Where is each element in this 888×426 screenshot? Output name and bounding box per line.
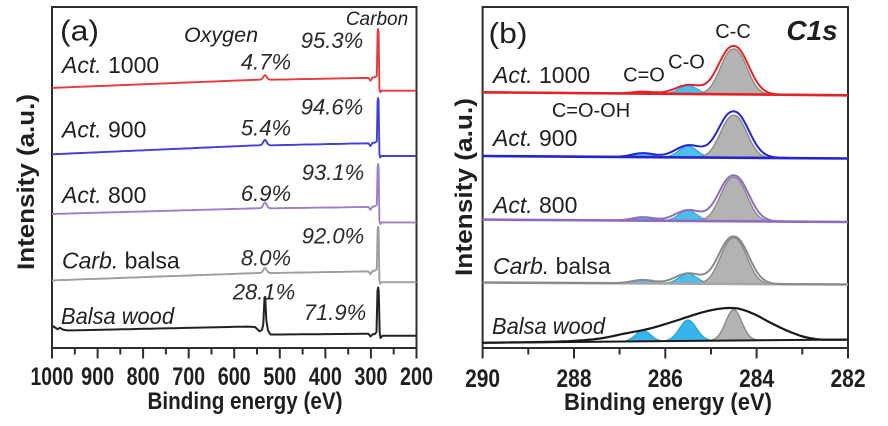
svg-text:(b): (b) <box>489 18 528 50</box>
svg-text:6.9%: 6.9% <box>241 181 291 206</box>
svg-text:Act. 900: Act. 900 <box>491 125 577 151</box>
svg-text:290: 290 <box>465 365 500 393</box>
svg-text:28.1%: 28.1% <box>232 280 295 305</box>
svg-text:Act. 800: Act. 800 <box>60 182 146 208</box>
svg-text:1000: 1000 <box>31 363 74 391</box>
svg-text:400: 400 <box>309 363 342 391</box>
svg-text:284: 284 <box>739 365 774 393</box>
svg-text:900: 900 <box>81 363 114 391</box>
svg-text:Act. 1000: Act. 1000 <box>491 62 590 88</box>
svg-text:Act. 800: Act. 800 <box>491 192 577 218</box>
svg-text:Carbon: Carbon <box>346 9 408 30</box>
svg-text:200: 200 <box>400 363 433 391</box>
svg-text:700: 700 <box>172 363 205 391</box>
svg-text:Balsa wood: Balsa wood <box>61 303 175 329</box>
svg-text:282: 282 <box>831 365 866 393</box>
svg-text:93.1%: 93.1% <box>302 160 364 185</box>
svg-text:Act. 1000: Act. 1000 <box>60 52 159 78</box>
svg-text:4.7%: 4.7% <box>241 50 291 75</box>
svg-text:(a): (a) <box>60 16 99 48</box>
svg-text:92.0%: 92.0% <box>302 224 364 249</box>
svg-text:C-C: C-C <box>715 21 751 43</box>
svg-text:Carb. balsa: Carb. balsa <box>493 253 611 279</box>
svg-text:Act. 900: Act. 900 <box>60 117 146 143</box>
svg-text:600: 600 <box>218 363 251 391</box>
svg-text:Oxygen: Oxygen <box>184 23 258 47</box>
svg-text:Binding energy (eV): Binding energy (eV) <box>148 388 343 415</box>
svg-text:800: 800 <box>127 363 160 391</box>
svg-text:C=O: C=O <box>623 65 665 87</box>
svg-text:C1s: C1s <box>786 15 837 46</box>
svg-text:Intensity (a.u.): Intensity (a.u.) <box>13 94 40 270</box>
svg-text:C=O-OH: C=O-OH <box>552 100 630 122</box>
svg-text:286: 286 <box>648 365 683 393</box>
svg-text:Intensity (a.u.): Intensity (a.u.) <box>451 98 478 276</box>
svg-text:5.4%: 5.4% <box>241 116 291 141</box>
svg-text:95.3%: 95.3% <box>301 28 363 53</box>
svg-text:71.9%: 71.9% <box>304 300 366 325</box>
svg-text:C-O: C-O <box>668 52 705 74</box>
svg-text:94.6%: 94.6% <box>301 95 363 120</box>
svg-text:500: 500 <box>263 363 296 391</box>
svg-text:Carb. balsa: Carb. balsa <box>62 248 180 274</box>
svg-text:300: 300 <box>354 363 387 391</box>
svg-text:8.0%: 8.0% <box>241 246 291 271</box>
svg-text:Binding energy (eV): Binding energy (eV) <box>564 389 772 416</box>
svg-text:Balsa wood: Balsa wood <box>492 313 606 339</box>
svg-text:288: 288 <box>557 365 592 393</box>
